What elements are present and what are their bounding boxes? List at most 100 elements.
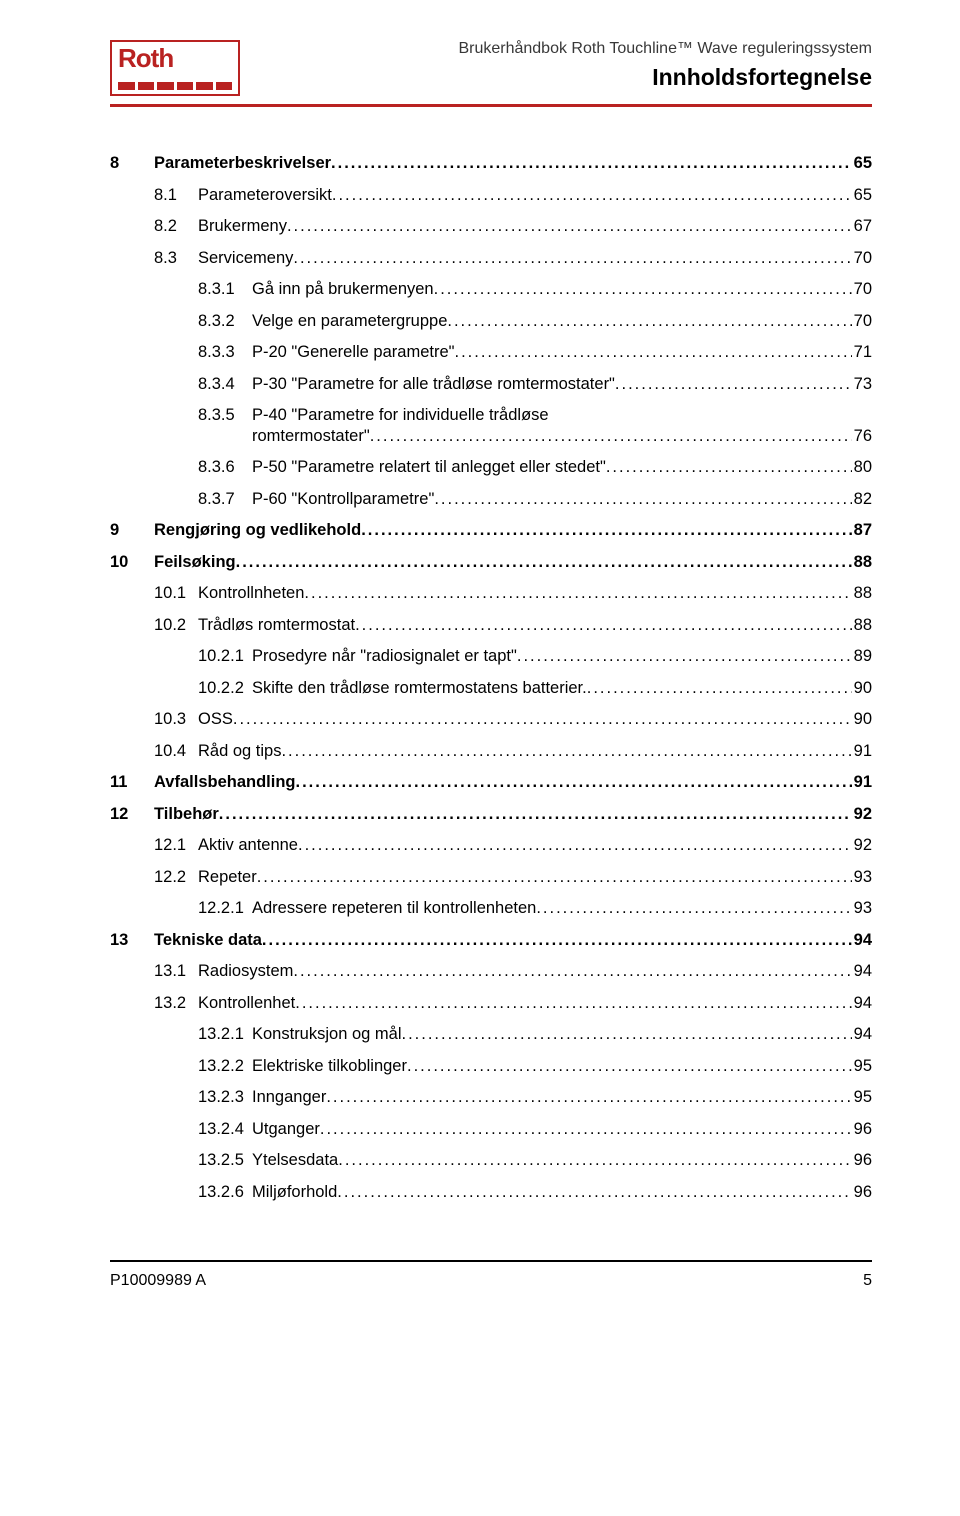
toc-entry: 8.2Brukermeny67 (110, 218, 872, 235)
toc-entry: 12.2Repeter93 (110, 869, 872, 886)
toc-entry: 8.3.5P-40 "Parametre for individuelle tr… (110, 407, 872, 424)
toc-title: Utganger (252, 1121, 320, 1138)
toc-title: Elektriske tilkoblinger (252, 1058, 407, 1075)
toc-title: Adressere repeteren til kontrollenheten (252, 900, 536, 917)
page: Roth Brukerhåndbok Roth Touchline™ Wave … (0, 0, 960, 1516)
toc-title: romtermostater" (252, 428, 370, 445)
section-title: Innholdsfortegnelse (458, 64, 872, 91)
toc-page: 91 (852, 743, 872, 760)
toc-number: 8.3.3 (198, 344, 252, 361)
toc-entry: 8.3.3P-20 "Generelle parametre" 71 (110, 344, 872, 361)
toc-page: 89 (852, 648, 872, 665)
toc-leader (615, 376, 852, 393)
toc-title: Servicemeny (198, 250, 293, 267)
toc-entry: 8.1Parameteroversikt 65 (110, 187, 872, 204)
toc-entry: 13Tekniske data94 (110, 932, 872, 949)
toc-title: Skifte den trådløse romtermostatens batt… (252, 680, 587, 697)
toc-page: 80 (852, 459, 872, 476)
toc-entry-continuation: romtermostater"76 (110, 428, 872, 445)
toc-title: Parameteroversikt (198, 187, 332, 204)
toc-entry: 12Tilbehør92 (110, 806, 872, 823)
toc-title: Trådløs romtermostat (198, 617, 355, 634)
toc-number: 12.2 (154, 869, 198, 886)
toc-leader (447, 313, 851, 330)
toc-page: 70 (852, 250, 872, 267)
toc-entry: 13.2.2Elektriske tilkoblinger95 (110, 1058, 872, 1075)
toc-leader (332, 187, 852, 204)
toc-title: Feilsøking (154, 554, 236, 571)
toc-page: 94 (852, 995, 872, 1012)
toc-leader (355, 617, 852, 634)
toc-entry: 12.2.1Adressere repeteren til kontrollen… (110, 900, 872, 917)
toc-leader (262, 932, 852, 949)
toc-number: 12.2.1 (198, 900, 252, 917)
toc-number: 10 (110, 554, 154, 571)
toc-page: 96 (852, 1152, 872, 1169)
toc-leader (257, 869, 852, 886)
toc-page: 94 (852, 963, 872, 980)
toc-entry: 8.3.6P-50 "Parametre relatert til anlegg… (110, 459, 872, 476)
toc-page: 90 (852, 680, 872, 697)
toc-leader (338, 1152, 851, 1169)
toc-page: 65 (852, 187, 872, 204)
document-title: Brukerhåndbok Roth Touchline™ Wave regul… (458, 40, 872, 58)
toc-title: Aktiv antenne (198, 837, 298, 854)
toc-page: 93 (852, 900, 872, 917)
toc-number: 12 (110, 806, 154, 823)
toc-leader (370, 428, 852, 445)
toc-number: 13.2.4 (198, 1121, 252, 1138)
toc-page: 92 (852, 806, 872, 823)
toc-number: 8.3.7 (198, 491, 252, 508)
toc-page: 82 (852, 491, 872, 508)
toc-number: 13.1 (154, 963, 198, 980)
toc-number: 13.2.6 (198, 1184, 252, 1201)
toc-number: 8.3.2 (198, 313, 252, 330)
toc-entry: 10.2.1Prosedyre når "radiosignalet er ta… (110, 648, 872, 665)
toc-number: 10.2.1 (198, 648, 252, 665)
toc-number: 11 (110, 774, 154, 791)
toc-page: 65 (852, 155, 872, 172)
toc-page: 90 (852, 711, 872, 728)
toc-title: P-50 "Parametre relatert til anlegget el… (252, 459, 606, 476)
toc-page: 71 (852, 344, 872, 361)
toc-leader (295, 995, 851, 1012)
toc-entry: 13.2.5Ytelsesdata96 (110, 1152, 872, 1169)
toc-title: P-20 "Generelle parametre" (252, 344, 454, 361)
toc-title: Avfallsbehandling (154, 774, 296, 791)
brand-logo-bars (118, 82, 232, 90)
toc-page: 73 (852, 376, 872, 393)
toc-entry: 12.1Aktiv antenne 92 (110, 837, 872, 854)
footer-doc-id: P10009989 A (110, 1272, 206, 1290)
brand-logo-text: Roth (118, 45, 232, 71)
toc-entry: 10.2.2Skifte den trådløse romtermostaten… (110, 680, 872, 697)
toc-leader (536, 900, 851, 917)
toc-number: 10.1 (154, 585, 198, 602)
table-of-contents: 8Parameterbeskrivelser658.1Parameterover… (110, 155, 872, 1200)
toc-page: 92 (852, 837, 872, 854)
toc-title: Parameterbeskrivelser (154, 155, 331, 172)
brand-logo: Roth (110, 40, 240, 96)
toc-page: 94 (852, 932, 872, 949)
header-text-block: Brukerhåndbok Roth Touchline™ Wave regul… (458, 40, 872, 91)
toc-leader (434, 281, 852, 298)
toc-title: Gå inn på brukermenyen (252, 281, 434, 298)
toc-leader (407, 1058, 852, 1075)
toc-number: 8.1 (154, 187, 198, 204)
toc-leader (287, 218, 852, 235)
page-footer: P10009989 A 5 (110, 1272, 872, 1290)
toc-entry: 8.3.4P-30 "Parametre for alle trådløse r… (110, 376, 872, 393)
toc-entry: 10.2Trådløs romtermostat88 (110, 617, 872, 634)
toc-page: 87 (852, 522, 872, 539)
toc-leader (281, 743, 851, 760)
toc-number: 8.3.5 (198, 407, 252, 424)
toc-title: Rengjøring og vedlikehold (154, 522, 361, 539)
toc-leader (293, 963, 851, 980)
toc-number: 12.1 (154, 837, 198, 854)
toc-page: 94 (852, 1026, 872, 1043)
toc-leader (326, 1089, 851, 1106)
toc-number: 9 (110, 522, 154, 539)
toc-page: 96 (852, 1184, 872, 1201)
toc-leader (361, 522, 851, 539)
toc-title: Repeter (198, 869, 257, 886)
toc-title: Miljøforhold (252, 1184, 337, 1201)
